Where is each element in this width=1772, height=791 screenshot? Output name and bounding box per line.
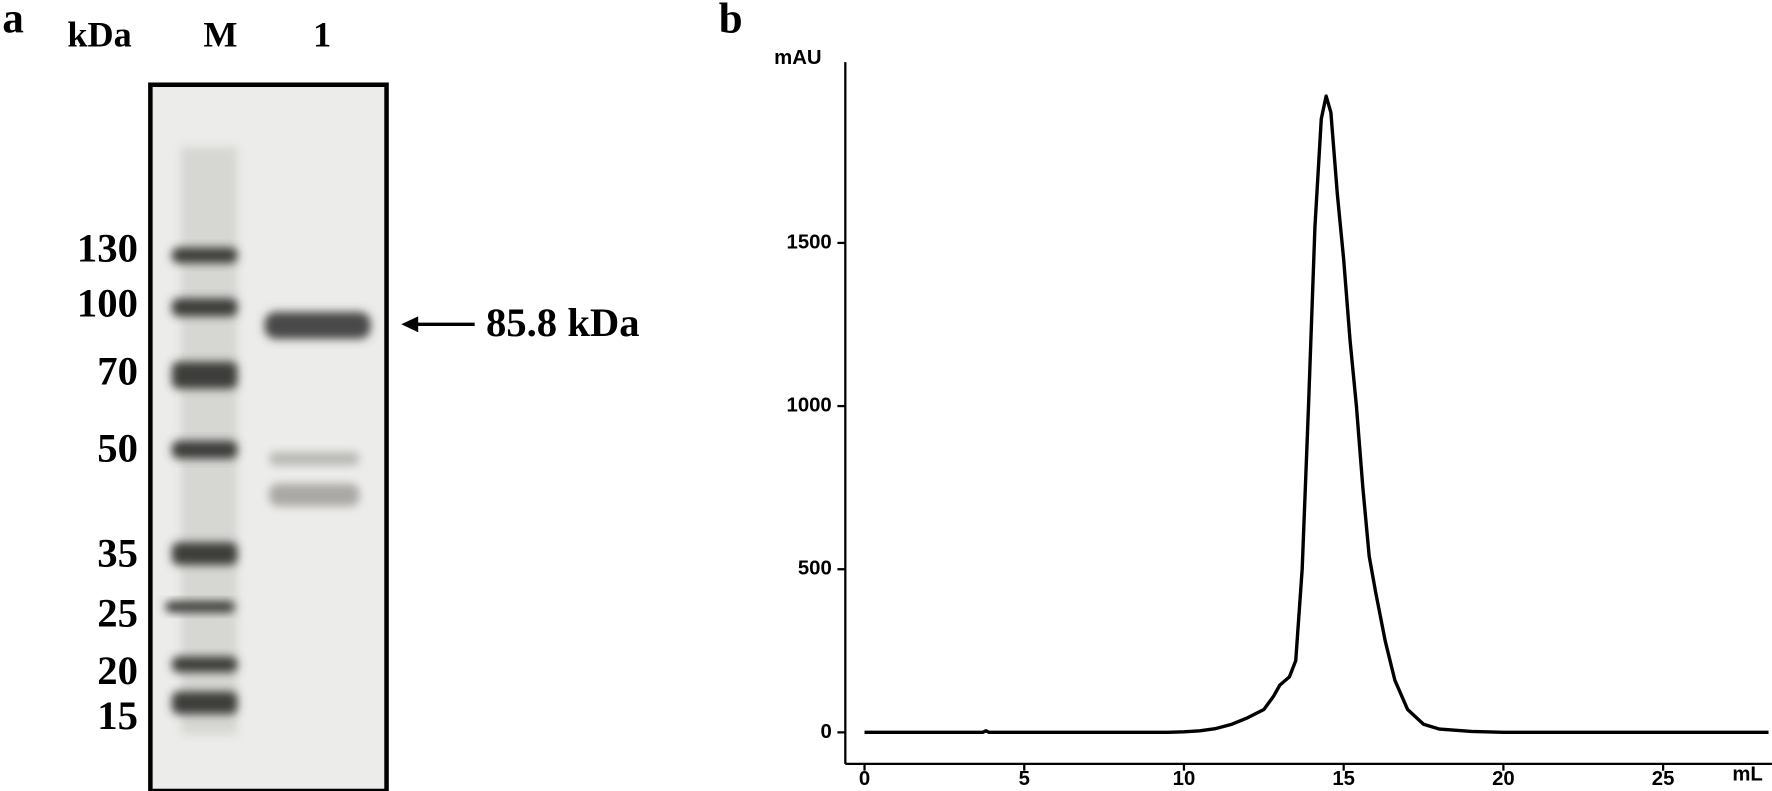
marker-label: 70: [97, 348, 138, 393]
y-tick-label: 500: [798, 558, 832, 580]
target-band: [264, 311, 371, 339]
x-tick-label: 20: [1492, 768, 1515, 790]
faint-band: [269, 452, 360, 466]
gel-header: 1: [313, 15, 331, 55]
marker-label: 35: [97, 530, 138, 575]
marker-label: 20: [97, 648, 138, 693]
gel-header: kDa: [67, 15, 131, 55]
x-tick-label: 10: [1173, 768, 1196, 790]
ladder-band: [171, 542, 238, 565]
y-tick-label: 0: [820, 721, 831, 743]
ladder-band: [171, 361, 238, 389]
marker-label: 100: [77, 281, 138, 326]
y-tick-label: 1000: [787, 394, 832, 416]
y-axis-label: mAU: [774, 47, 821, 69]
lane-smear: [180, 146, 238, 735]
arrow-head: [401, 316, 419, 333]
x-tick-label: 0: [859, 768, 870, 790]
x-tick-label: 15: [1332, 768, 1355, 790]
annotation: 85.8 kDa: [486, 300, 640, 345]
x-axis-label: mL: [1732, 764, 1763, 786]
trace: [864, 94, 1769, 735]
ladder-band: [171, 691, 238, 715]
faint-band: [269, 483, 360, 507]
marker-label: 15: [97, 693, 138, 738]
ladder-band: [171, 440, 238, 459]
panel-label: a: [2, 0, 23, 42]
x-tick-label: 5: [1019, 768, 1030, 790]
gel: [148, 82, 389, 791]
marker-label: 25: [97, 590, 138, 635]
marker-label: 50: [97, 425, 138, 470]
ladder-band: [171, 656, 238, 673]
ladder-band: [165, 601, 236, 613]
ladder-band: [171, 298, 238, 317]
marker-label: 130: [77, 225, 138, 270]
y-tick-label: 1500: [787, 231, 832, 253]
gel-header: M: [203, 15, 237, 55]
ladder-band: [171, 247, 238, 264]
panel-label: b: [719, 0, 743, 42]
x-tick-label: 25: [1652, 768, 1675, 790]
